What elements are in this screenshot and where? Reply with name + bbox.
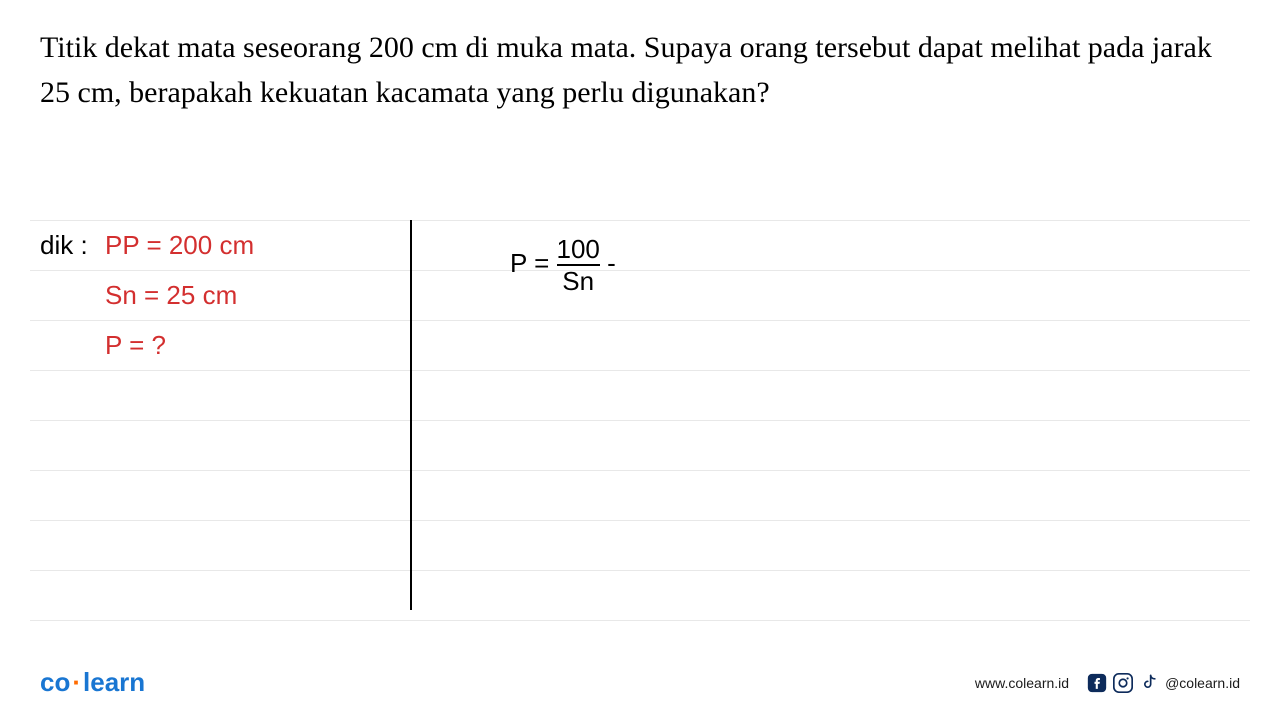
formula-trailing: - <box>607 248 616 278</box>
ruled-line <box>30 570 1250 571</box>
ruled-line <box>30 220 1250 221</box>
ruled-line <box>30 270 1250 271</box>
tiktok-icon <box>1139 673 1159 693</box>
formula-denominator: Sn <box>557 264 600 296</box>
social-handle: @colearn.id <box>1165 675 1240 691</box>
given-line-3: P = ? <box>105 330 166 361</box>
facebook-icon <box>1087 673 1107 693</box>
instagram-icon <box>1113 673 1133 693</box>
ruled-line <box>30 470 1250 471</box>
formula-lhs: P = <box>510 248 549 278</box>
question-text: Titik dekat mata seseorang 200 cm di muk… <box>40 25 1240 115</box>
ruled-line <box>30 420 1250 421</box>
footer: co·learn www.colearn.id @colearn.id <box>40 667 1240 698</box>
given-line-1: PP = 200 cm <box>105 230 254 261</box>
formula: P = 100 Sn - <box>510 235 616 295</box>
ruled-line <box>30 620 1250 621</box>
footer-url: www.colearn.id <box>975 675 1069 691</box>
column-divider <box>410 220 412 610</box>
dik-label: dik : <box>40 230 88 261</box>
brand-logo: co·learn <box>40 667 145 698</box>
given-line-2: Sn = 25 cm <box>105 280 237 311</box>
ruled-line <box>30 320 1250 321</box>
formula-numerator: 100 <box>557 235 600 264</box>
formula-fraction: 100 Sn <box>557 235 600 295</box>
work-area: dik : PP = 200 cm Sn = 25 cm P = ? P = 1… <box>30 220 1250 640</box>
footer-right: www.colearn.id @colearn.id <box>975 673 1240 693</box>
brand-co: co <box>40 667 70 697</box>
brand-dot: · <box>72 667 81 697</box>
ruled-line <box>30 520 1250 521</box>
ruled-line <box>30 370 1250 371</box>
brand-learn: learn <box>83 667 145 697</box>
social-icons: @colearn.id <box>1087 673 1240 693</box>
